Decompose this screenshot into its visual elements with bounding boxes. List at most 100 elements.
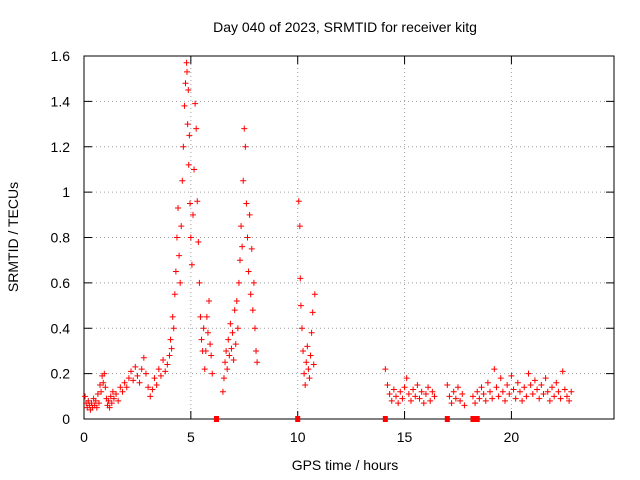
axis-ticks: [83, 55, 614, 420]
data-point: [251, 325, 258, 332]
data-point: [302, 381, 309, 388]
data-point: [422, 391, 429, 398]
data-point: [549, 384, 556, 391]
data-point: [208, 352, 215, 359]
data-point: [482, 397, 489, 404]
data-point: [393, 393, 400, 400]
data-point: [544, 388, 551, 395]
data-point: [476, 395, 483, 402]
data-point: [151, 375, 158, 382]
data-point: [566, 397, 573, 404]
x-tick-label: 5: [187, 429, 195, 445]
data-point: [101, 370, 108, 377]
y-tick-label: 0.6: [51, 275, 71, 291]
zero-marker: [444, 416, 450, 422]
data-point: [478, 384, 485, 391]
data-point: [450, 388, 457, 395]
data-point: [245, 268, 252, 275]
data-point: [102, 384, 109, 391]
data-point: [198, 336, 205, 343]
data-point: [308, 329, 315, 336]
data-point: [140, 354, 147, 361]
zero-markers: [214, 416, 480, 422]
data-point: [484, 379, 491, 386]
data-point: [521, 384, 528, 391]
data-point: [399, 395, 406, 402]
data-point: [304, 343, 311, 350]
data-point: [307, 352, 314, 359]
data-point: [231, 307, 238, 314]
data-point: [386, 391, 393, 398]
data-point: [425, 384, 432, 391]
data-point: [147, 393, 154, 400]
data-point: [98, 388, 105, 395]
data-point: [553, 379, 560, 386]
y-tick-label: 1: [62, 184, 70, 200]
data-point: [193, 125, 200, 132]
data-point: [162, 368, 169, 375]
data-point: [563, 393, 570, 400]
data-point: [497, 375, 504, 382]
data-point: [298, 325, 305, 332]
data-point: [182, 80, 189, 87]
data-point: [384, 381, 391, 388]
data-point: [97, 381, 104, 388]
data-point: [480, 391, 487, 398]
data-point: [100, 379, 107, 386]
data-point: [82, 393, 89, 400]
data-point: [233, 298, 240, 305]
data-point: [220, 375, 227, 382]
data-point: [474, 388, 481, 395]
data-point: [306, 375, 313, 382]
data-point: [197, 313, 204, 320]
data-point: [113, 391, 120, 398]
data-point: [93, 404, 100, 411]
data-point: [203, 313, 210, 320]
data-point: [382, 366, 389, 373]
data-point: [222, 359, 229, 366]
data-point: [512, 395, 519, 402]
x-tick-label: 10: [290, 429, 306, 445]
data-point: [204, 329, 211, 336]
data-point: [390, 386, 397, 393]
x-tick-label: 20: [504, 429, 520, 445]
data-point: [177, 279, 184, 286]
data-point: [418, 388, 425, 395]
data-point: [180, 143, 187, 150]
data-point: [94, 391, 101, 398]
data-point: [209, 370, 216, 377]
data-point: [183, 59, 190, 66]
data-point: [226, 352, 233, 359]
data-point: [149, 386, 156, 393]
data-point: [407, 397, 414, 404]
data-point: [395, 400, 402, 407]
data-point: [185, 161, 192, 168]
data-point: [403, 375, 410, 382]
data-point: [121, 379, 128, 386]
data-point: [207, 341, 214, 348]
data-point: [95, 400, 102, 407]
data-point: [160, 357, 167, 364]
data-point: [230, 357, 237, 364]
data-point: [187, 200, 193, 207]
data-point: [416, 395, 423, 402]
y-tick-label: 1.6: [51, 48, 71, 64]
data-point: [145, 384, 152, 391]
data-point: [169, 313, 176, 320]
data-point: [297, 302, 304, 309]
data-point: [130, 377, 137, 384]
data-point: [300, 347, 307, 354]
data-point: [311, 291, 318, 298]
data-point: [388, 397, 395, 404]
data-point: [188, 261, 195, 268]
data-point: [536, 395, 543, 402]
data-point: [309, 309, 316, 316]
y-tick-label: 1.2: [51, 139, 71, 155]
data-point: [461, 402, 468, 409]
data-point: [164, 361, 171, 368]
data-point: [249, 307, 256, 314]
data-point: [171, 291, 178, 298]
data-point: [241, 125, 248, 132]
data-point: [191, 166, 198, 173]
